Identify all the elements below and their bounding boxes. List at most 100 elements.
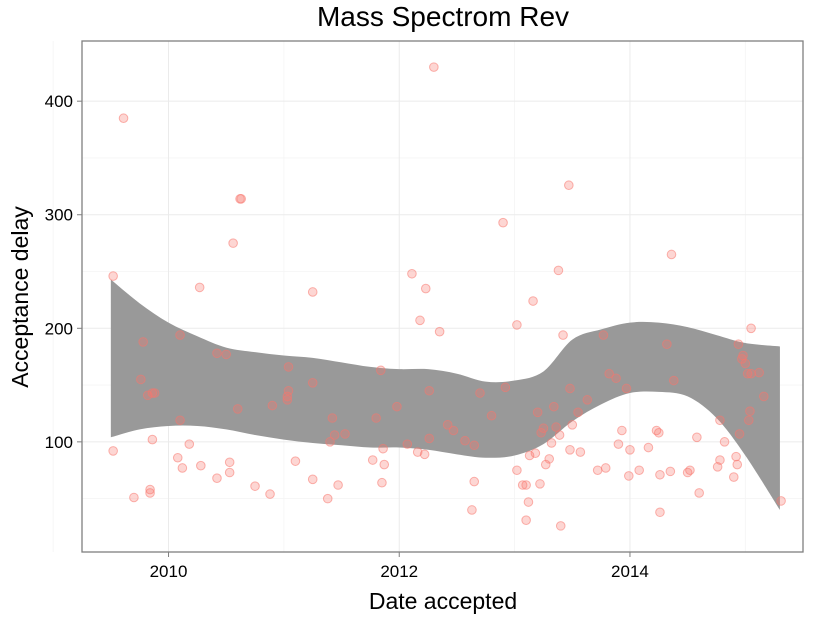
data-point xyxy=(517,480,528,490)
y-tick-label: 200 xyxy=(45,319,73,338)
data-point xyxy=(665,466,676,477)
data-point xyxy=(558,330,568,340)
data-point xyxy=(565,383,575,394)
data-point xyxy=(224,457,235,468)
data-point xyxy=(643,442,654,453)
data-point xyxy=(267,400,278,411)
data-point xyxy=(307,287,318,297)
data-point xyxy=(549,401,559,412)
data-point xyxy=(604,368,614,379)
data-point xyxy=(419,449,430,460)
data-point xyxy=(745,406,755,416)
data-point xyxy=(738,350,748,361)
confidence-ribbon xyxy=(110,279,780,510)
data-point xyxy=(407,268,417,279)
data-point xyxy=(175,330,185,340)
data-point xyxy=(592,465,603,476)
data-point xyxy=(692,432,702,443)
data-point xyxy=(546,438,557,448)
data-point xyxy=(196,460,206,471)
data-point xyxy=(307,474,318,485)
data-point xyxy=(129,492,139,503)
data-point xyxy=(429,62,439,72)
data-point xyxy=(521,515,531,526)
data-point xyxy=(528,296,538,306)
data-point xyxy=(371,413,381,423)
data-point xyxy=(715,455,725,465)
y-axis-title: Acceptance delay xyxy=(7,206,33,388)
data-point xyxy=(666,249,677,260)
data-point xyxy=(424,385,435,396)
y-axis: 100 200 300 400 xyxy=(45,92,82,452)
data-point xyxy=(728,472,739,482)
data-point xyxy=(719,437,730,447)
data-point xyxy=(415,315,425,326)
data-point xyxy=(467,505,477,515)
data-point xyxy=(621,383,632,394)
data-point xyxy=(754,367,764,378)
data-point xyxy=(554,430,565,440)
data-point xyxy=(434,326,445,337)
data-point xyxy=(521,480,531,490)
data-point xyxy=(375,365,386,376)
data-point xyxy=(625,445,635,455)
data-point xyxy=(147,388,158,398)
data-point xyxy=(377,477,387,488)
data-point xyxy=(535,479,545,489)
data-point xyxy=(283,362,294,372)
data-point xyxy=(290,456,301,466)
data-points xyxy=(108,62,786,531)
data-point xyxy=(475,388,485,398)
data-point xyxy=(138,337,148,347)
data-point xyxy=(212,348,222,359)
data-point xyxy=(734,429,745,439)
x-axis: 2010 2012 2014 xyxy=(150,552,649,581)
data-point xyxy=(624,471,634,481)
data-point xyxy=(742,368,753,379)
data-point xyxy=(655,469,665,480)
y-tick-label: 400 xyxy=(45,92,73,111)
data-point xyxy=(420,283,431,294)
data-point xyxy=(536,427,546,438)
data-point xyxy=(582,395,593,405)
data-point xyxy=(340,429,350,439)
chart-title: Mass Spectrom Rev xyxy=(317,1,569,32)
data-point xyxy=(232,404,243,414)
data-point xyxy=(145,484,155,495)
data-point xyxy=(565,445,575,455)
data-point xyxy=(194,282,205,293)
data-point xyxy=(149,388,160,398)
data-point xyxy=(448,425,459,436)
data-point xyxy=(442,420,453,430)
data-point xyxy=(108,271,118,281)
data-point xyxy=(224,467,235,478)
data-point xyxy=(367,455,378,465)
data-point xyxy=(746,368,756,379)
data-point xyxy=(283,385,294,396)
panel-border xyxy=(81,40,804,553)
data-point xyxy=(567,420,578,430)
data-point xyxy=(282,395,293,405)
data-point xyxy=(564,180,574,191)
data-point xyxy=(715,415,725,426)
data-point xyxy=(551,422,561,432)
data-point xyxy=(611,373,621,384)
data-point xyxy=(743,415,754,426)
data-point xyxy=(329,430,340,440)
data-point xyxy=(553,265,564,276)
data-point xyxy=(424,433,435,444)
data-point xyxy=(746,323,756,334)
x-axis-title: Date accepted xyxy=(369,588,517,614)
data-point xyxy=(731,451,741,462)
data-point xyxy=(327,413,338,423)
data-point xyxy=(172,452,183,463)
data-point xyxy=(758,391,769,402)
data-point xyxy=(694,488,704,498)
data-point xyxy=(392,401,402,412)
data-point xyxy=(108,446,118,456)
data-point xyxy=(145,488,155,498)
data-point xyxy=(212,473,222,483)
data-point xyxy=(402,439,413,449)
x-tick-label: 2012 xyxy=(380,562,418,581)
